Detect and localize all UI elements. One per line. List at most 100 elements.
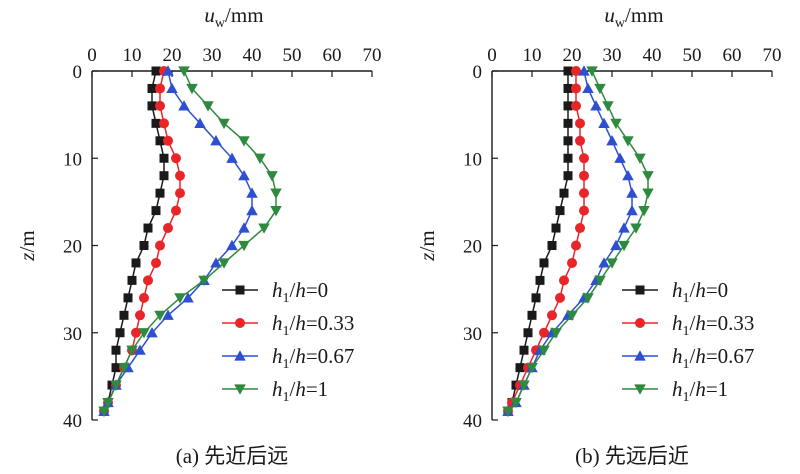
data-point bbox=[162, 309, 174, 320]
data-point bbox=[134, 344, 146, 355]
data-point bbox=[606, 135, 618, 146]
data-point bbox=[151, 206, 161, 216]
data-point bbox=[246, 187, 258, 198]
x-tick-label: 60 bbox=[323, 45, 342, 66]
legend-marker bbox=[234, 350, 246, 361]
data-point bbox=[238, 222, 250, 233]
x-tick-label: 0 bbox=[87, 45, 97, 66]
data-point bbox=[551, 223, 561, 233]
data-point bbox=[563, 66, 573, 76]
data-point bbox=[171, 153, 181, 164]
data-point bbox=[131, 258, 141, 268]
data-point bbox=[630, 223, 642, 234]
data-point bbox=[102, 397, 114, 409]
data-point bbox=[119, 310, 129, 320]
data-point bbox=[626, 204, 638, 216]
legend-marker bbox=[634, 384, 646, 395]
data-point bbox=[618, 222, 630, 233]
data-point bbox=[238, 136, 250, 147]
data-point bbox=[555, 292, 565, 303]
data-point bbox=[198, 275, 210, 287]
data-point bbox=[139, 292, 149, 303]
data-point bbox=[642, 188, 654, 199]
data-point bbox=[131, 327, 141, 338]
data-point bbox=[590, 100, 602, 111]
data-point bbox=[210, 135, 222, 146]
data-point bbox=[547, 241, 557, 250]
legend-label: h1/h=0 bbox=[672, 278, 728, 306]
chart-b: 0 10 20 30 40 50 60 70 0 10 20 30 40 uw/mm z/m h1/h=0 h1… bbox=[415, 3, 782, 468]
legend-label: h1/h=0.33 bbox=[272, 311, 354, 339]
data-point bbox=[166, 82, 178, 94]
data-point bbox=[555, 206, 565, 216]
data-point bbox=[618, 240, 630, 252]
y-tick-label: 10 bbox=[63, 149, 82, 170]
data-point bbox=[563, 171, 573, 181]
data-point bbox=[159, 171, 169, 181]
data-point bbox=[139, 241, 149, 250]
x-tick-label: 30 bbox=[203, 45, 222, 66]
data-point bbox=[598, 117, 610, 128]
data-point bbox=[210, 257, 222, 268]
data-point bbox=[523, 328, 533, 338]
data-point bbox=[634, 153, 646, 164]
data-point bbox=[510, 397, 522, 409]
legend-label: h1/h=0.67 bbox=[672, 344, 754, 372]
y-tick-label: 20 bbox=[463, 237, 482, 258]
data-point bbox=[186, 83, 198, 95]
data-point bbox=[575, 118, 585, 129]
data-point bbox=[270, 206, 282, 217]
data-point bbox=[127, 275, 137, 285]
x-axis-label: uw/mm bbox=[604, 3, 663, 31]
y-tick-label: 0 bbox=[73, 62, 83, 83]
data-point bbox=[163, 223, 173, 234]
legend-marker bbox=[634, 350, 646, 361]
data-point bbox=[171, 205, 181, 216]
data-point bbox=[610, 118, 622, 130]
data-point bbox=[527, 310, 537, 320]
y-axis-label: z/m bbox=[15, 230, 39, 261]
data-point bbox=[163, 135, 173, 146]
data-point bbox=[115, 328, 125, 338]
legend-label: h1/h=0 bbox=[272, 278, 328, 306]
data-point bbox=[178, 66, 190, 77]
data-point bbox=[575, 135, 585, 146]
legend-marker bbox=[235, 285, 245, 295]
legend-marker bbox=[635, 285, 645, 295]
data-point bbox=[202, 101, 214, 112]
data-point bbox=[622, 169, 634, 181]
data-point bbox=[155, 240, 165, 251]
data-point bbox=[154, 310, 166, 322]
data-point bbox=[270, 188, 282, 199]
x-tick-label: 40 bbox=[643, 45, 662, 66]
data-point bbox=[226, 239, 238, 251]
data-point bbox=[218, 258, 230, 269]
data-point bbox=[143, 223, 153, 233]
legend-label: h1/h=0.33 bbox=[672, 311, 754, 339]
data-point bbox=[182, 292, 194, 303]
x-tick-label: 20 bbox=[563, 45, 582, 66]
series-line-0 bbox=[507, 71, 569, 412]
data-point bbox=[563, 118, 573, 128]
x-tick-label: 50 bbox=[683, 45, 702, 66]
y-tick-label: 40 bbox=[463, 411, 482, 432]
data-point bbox=[126, 345, 138, 356]
x-tick-label: 0 bbox=[487, 45, 497, 66]
data-point bbox=[226, 152, 238, 163]
y-tick-label: 30 bbox=[463, 324, 482, 345]
data-point bbox=[155, 136, 165, 146]
data-point bbox=[155, 188, 165, 198]
data-point bbox=[571, 66, 581, 76]
data-point bbox=[174, 293, 186, 304]
y-axis-label: z/m bbox=[415, 230, 439, 261]
data-point bbox=[571, 83, 581, 94]
data-point bbox=[254, 153, 266, 164]
data-point bbox=[547, 310, 557, 321]
data-point bbox=[519, 345, 529, 355]
data-point bbox=[559, 188, 569, 198]
data-point bbox=[563, 153, 573, 163]
data-point bbox=[622, 136, 634, 147]
data-point bbox=[594, 83, 606, 95]
data-point bbox=[111, 363, 121, 373]
legend-label: h1/h=1 bbox=[272, 377, 328, 405]
